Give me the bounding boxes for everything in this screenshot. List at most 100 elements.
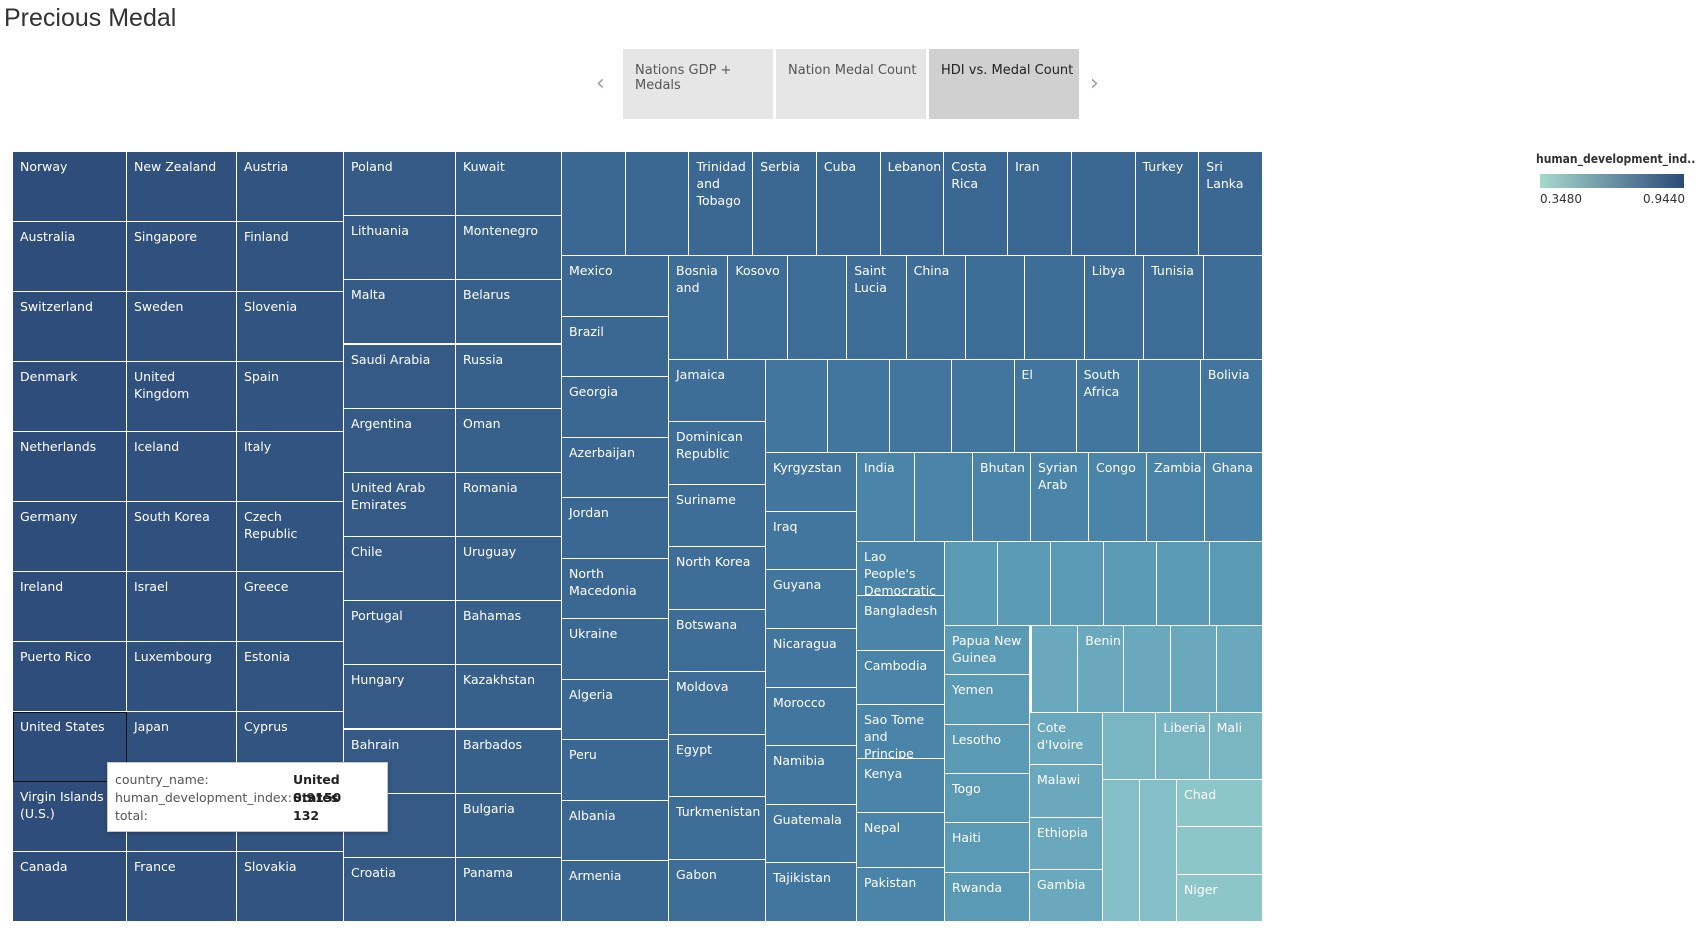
treemap-cell-jordan[interactable]: Jordan xyxy=(562,498,669,559)
treemap-cell-sao-tome-and-principe[interactable]: Sao Tome and Principe xyxy=(857,704,945,760)
treemap-cell-sri-lanka[interactable]: Sri Lanka xyxy=(1199,152,1263,256)
treemap-cell-unlabeled[interactable] xyxy=(945,542,998,626)
treemap-cell-egypt[interactable]: Egypt xyxy=(669,734,766,798)
treemap-cell-bahamas[interactable]: Bahamas xyxy=(456,601,562,666)
treemap-cell-unlabeled[interactable] xyxy=(1124,626,1171,713)
treemap-cell-gambia[interactable]: Gambia xyxy=(1030,869,1103,922)
treemap-cell-south-korea[interactable]: South Korea xyxy=(127,502,237,572)
treemap-cell-unlabeled[interactable] xyxy=(1051,542,1104,626)
treemap-cell-unlabeled[interactable] xyxy=(625,152,690,256)
treemap-cell-finland[interactable]: Finland xyxy=(237,222,344,292)
prev-arrow-icon[interactable]: ‹ xyxy=(596,71,605,96)
treemap-cell-unlabeled[interactable] xyxy=(890,360,953,453)
treemap-cell-lao-people-s-democratic[interactable]: Lao People's Democratic xyxy=(857,542,945,597)
treemap-cell-unlabeled[interactable] xyxy=(1103,713,1157,780)
treemap-cell-costa-rica[interactable]: Costa Rica xyxy=(944,152,1009,256)
treemap-cell-bulgaria[interactable]: Bulgaria xyxy=(456,793,562,858)
treemap-cell-haiti[interactable]: Haiti xyxy=(945,823,1030,873)
treemap-cell-botswana[interactable]: Botswana xyxy=(669,609,766,673)
treemap-cell-malta[interactable]: Malta xyxy=(344,280,456,345)
tab-nations-gdp-medals[interactable]: Nations GDP + Medals xyxy=(623,49,773,119)
treemap-cell-estonia[interactable]: Estonia xyxy=(237,642,344,712)
treemap-cell-unlabeled[interactable] xyxy=(828,360,891,453)
treemap-cell-united-kingdom[interactable]: United Kingdom xyxy=(127,362,237,432)
treemap-cell-georgia[interactable]: Georgia xyxy=(562,377,669,438)
treemap-cell-unlabeled[interactable] xyxy=(1170,626,1217,713)
treemap-cell-north-korea[interactable]: North Korea xyxy=(669,547,766,610)
treemap-cell-liberia[interactable]: Liberia xyxy=(1156,713,1210,780)
treemap-cell-congo[interactable]: Congo xyxy=(1089,453,1147,542)
treemap-cell-nicaragua[interactable]: Nicaragua xyxy=(766,628,857,688)
treemap-cell-sweden[interactable]: Sweden xyxy=(127,292,237,362)
treemap-cell-bhutan[interactable]: Bhutan xyxy=(973,453,1031,542)
treemap-cell-germany[interactable]: Germany xyxy=(13,502,127,572)
treemap-cell-lesotho[interactable]: Lesotho xyxy=(945,724,1030,774)
treemap-cell-uruguay[interactable]: Uruguay xyxy=(456,537,562,602)
treemap-cell-south-africa[interactable]: South Africa xyxy=(1076,360,1139,453)
treemap-cell-unlabeled[interactable] xyxy=(1216,626,1263,713)
treemap-cell-canada[interactable]: Canada xyxy=(13,852,127,922)
treemap-cell-nepal[interactable]: Nepal xyxy=(857,813,945,868)
treemap-cell-pakistan[interactable]: Pakistan xyxy=(857,867,945,922)
treemap-cell-russia[interactable]: Russia xyxy=(456,344,562,409)
treemap-cell-tajikistan[interactable]: Tajikistan xyxy=(766,863,857,922)
treemap-cell-iraq[interactable]: Iraq xyxy=(766,511,857,571)
treemap-cell-unlabeled[interactable] xyxy=(1071,152,1136,256)
treemap-cell-kyrgyzstan[interactable]: Kyrgyzstan xyxy=(766,453,857,512)
treemap-cell-syrian-arab[interactable]: Syrian Arab xyxy=(1031,453,1089,542)
treemap-cell-gabon[interactable]: Gabon xyxy=(669,859,766,922)
treemap-cell-cambodia[interactable]: Cambodia xyxy=(857,650,945,705)
treemap-cell-mexico[interactable]: Mexico xyxy=(562,256,669,317)
treemap-cell-slovakia[interactable]: Slovakia xyxy=(237,852,344,922)
treemap-cell-hungary[interactable]: Hungary xyxy=(344,665,456,730)
treemap-cell-unlabeled[interactable] xyxy=(1138,360,1201,453)
treemap-cell-tunisia[interactable]: Tunisia xyxy=(1144,256,1204,360)
treemap-cell-luxembourg[interactable]: Luxembourg xyxy=(127,642,237,712)
treemap-cell-kosovo[interactable]: Kosovo xyxy=(728,256,788,360)
treemap-cell-panama[interactable]: Panama xyxy=(456,857,562,922)
tab-hdi-vs-medal-count[interactable]: HDI vs. Medal Count xyxy=(929,49,1079,119)
treemap-cell-new-zealand[interactable]: New Zealand xyxy=(127,152,237,222)
treemap-cell-jamaica[interactable]: Jamaica xyxy=(669,360,766,423)
treemap-cell-czech-republic[interactable]: Czech Republic xyxy=(237,502,344,572)
treemap-cell-serbia[interactable]: Serbia xyxy=(753,152,817,256)
treemap-cell-brazil[interactable]: Brazil xyxy=(562,316,669,378)
treemap-cell-unlabeled[interactable] xyxy=(952,360,1015,453)
treemap-cell-north-macedonia[interactable]: North Macedonia xyxy=(562,558,669,620)
treemap-cell-malawi[interactable]: Malawi xyxy=(1030,765,1103,818)
treemap-cell-kenya[interactable]: Kenya xyxy=(857,759,945,814)
treemap-cell-bolivia[interactable]: Bolivia xyxy=(1200,360,1263,453)
treemap-cell-cote-d-ivoire[interactable]: Cote d'Ivoire xyxy=(1030,713,1103,766)
treemap-cell-yemen[interactable]: Yemen xyxy=(945,675,1030,725)
treemap-cell-el[interactable]: El xyxy=(1014,360,1077,453)
treemap-cell-croatia[interactable]: Croatia xyxy=(344,857,456,922)
treemap-cell-saudi-arabia[interactable]: Saudi Arabia xyxy=(344,344,456,409)
treemap-cell-namibia[interactable]: Namibia xyxy=(766,746,857,805)
treemap-cell-unlabeled[interactable] xyxy=(1177,827,1263,875)
treemap-cell-ghana[interactable]: Ghana xyxy=(1205,453,1263,542)
treemap-cell-australia[interactable]: Australia xyxy=(13,222,127,292)
treemap-cell-slovenia[interactable]: Slovenia xyxy=(237,292,344,362)
treemap-cell-portugal[interactable]: Portugal xyxy=(344,601,456,666)
treemap-cell-kazakhstan[interactable]: Kazakhstan xyxy=(456,665,562,730)
treemap-cell-argentina[interactable]: Argentina xyxy=(344,408,456,473)
treemap-cell-suriname[interactable]: Suriname xyxy=(669,484,766,548)
treemap-cell-benin[interactable]: Benin xyxy=(1078,626,1125,713)
treemap-cell-greece[interactable]: Greece xyxy=(237,572,344,642)
treemap-cell-unlabeled[interactable] xyxy=(787,256,848,360)
treemap-cell-china[interactable]: China xyxy=(906,256,966,360)
treemap-cell-morocco[interactable]: Morocco xyxy=(766,687,857,747)
treemap-cell-romania[interactable]: Romania xyxy=(456,472,562,537)
treemap-cell-montenegro[interactable]: Montenegro xyxy=(456,216,562,281)
treemap-cell-barbados[interactable]: Barbados xyxy=(456,729,562,794)
treemap-cell-unlabeled[interactable] xyxy=(998,542,1051,626)
treemap-cell-togo[interactable]: Togo xyxy=(945,774,1030,824)
treemap-cell-turkey[interactable]: Turkey xyxy=(1135,152,1200,256)
treemap-cell-kuwait[interactable]: Kuwait xyxy=(456,152,562,217)
treemap-cell-dominican-republic[interactable]: Dominican Republic xyxy=(669,422,766,485)
treemap-cell-zambia[interactable]: Zambia xyxy=(1147,453,1205,542)
treemap-cell-moldova[interactable]: Moldova xyxy=(669,672,766,735)
treemap-cell-peru[interactable]: Peru xyxy=(562,740,669,801)
treemap-cell-mali[interactable]: Mali xyxy=(1209,713,1263,780)
treemap-cell-unlabeled[interactable] xyxy=(1103,780,1140,922)
